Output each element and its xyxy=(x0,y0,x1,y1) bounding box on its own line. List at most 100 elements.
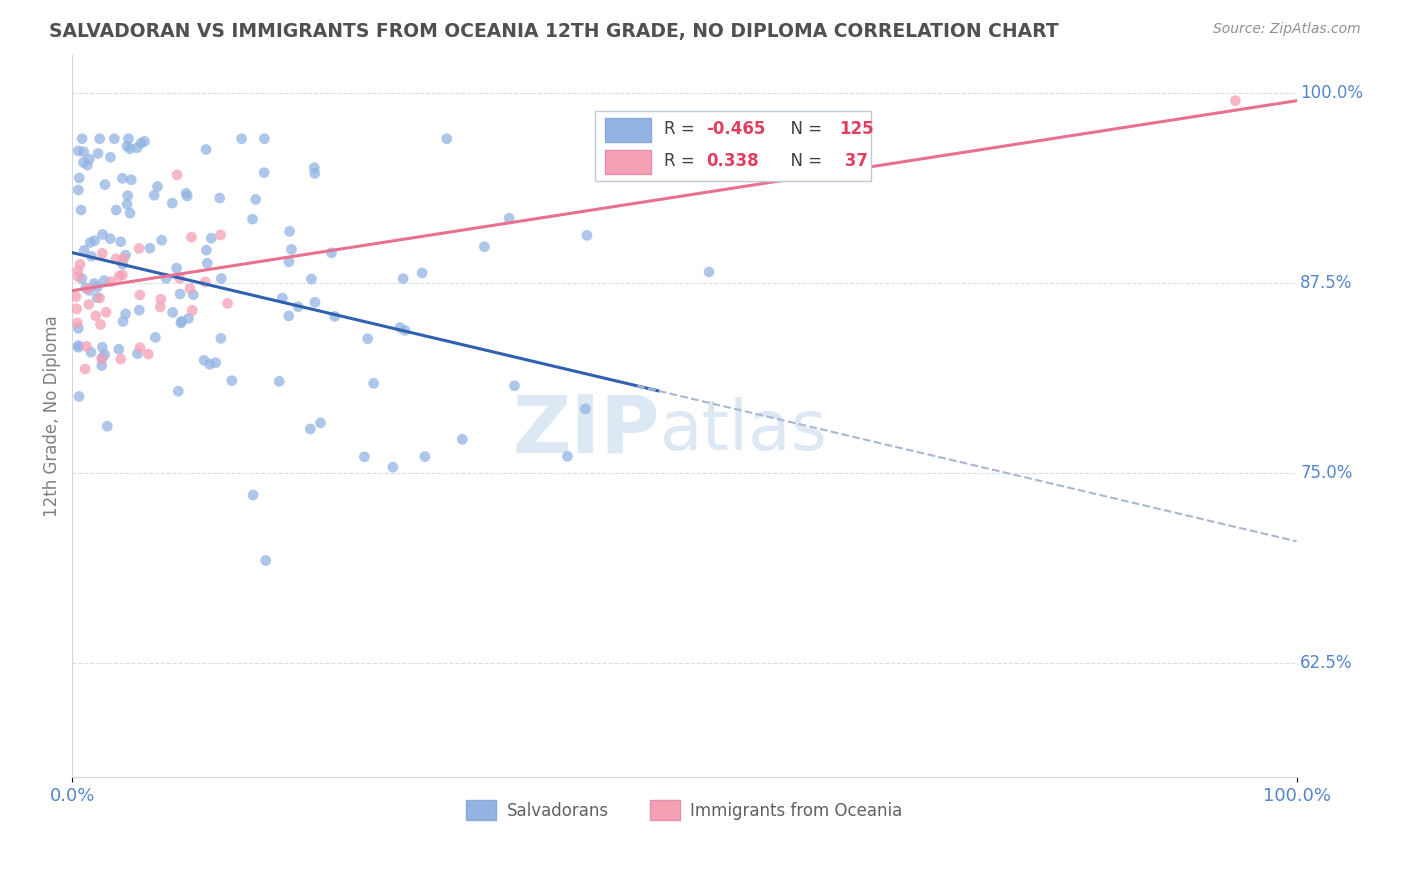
Point xyxy=(304,161,326,175)
Text: -0.465: -0.465 xyxy=(706,120,766,138)
Point xyxy=(96,419,118,434)
Point xyxy=(394,323,416,337)
Point xyxy=(94,305,117,319)
Point xyxy=(353,450,375,464)
Point xyxy=(111,268,134,282)
FancyBboxPatch shape xyxy=(595,111,870,181)
Y-axis label: 12th Grade, No Diploma: 12th Grade, No Diploma xyxy=(44,315,60,516)
Point xyxy=(209,227,232,242)
Point xyxy=(111,171,134,186)
Point xyxy=(174,186,197,201)
Point xyxy=(89,318,111,332)
Point xyxy=(100,150,122,164)
Text: N =: N = xyxy=(780,120,827,138)
Text: 62.5%: 62.5% xyxy=(1301,654,1353,672)
Point xyxy=(146,179,169,194)
Point xyxy=(65,289,87,303)
Point xyxy=(67,321,90,335)
Text: Source: ZipAtlas.com: Source: ZipAtlas.com xyxy=(1213,22,1361,37)
Point xyxy=(1225,94,1247,108)
Text: R =: R = xyxy=(664,120,700,138)
Point xyxy=(181,303,204,318)
Point xyxy=(139,241,162,255)
Point xyxy=(269,375,291,389)
Point xyxy=(117,132,139,146)
Point xyxy=(162,196,184,211)
Point xyxy=(75,339,97,353)
Point xyxy=(72,145,94,159)
Point xyxy=(91,340,114,354)
Point xyxy=(388,320,411,334)
Point xyxy=(134,135,156,149)
Point xyxy=(321,245,343,260)
Point xyxy=(86,291,108,305)
Point xyxy=(150,233,173,247)
Point xyxy=(70,271,93,285)
Point xyxy=(80,345,103,359)
Point xyxy=(127,347,149,361)
Point xyxy=(245,193,267,207)
Text: 37: 37 xyxy=(839,153,868,170)
Text: 100.0%: 100.0% xyxy=(1301,84,1364,102)
Point xyxy=(697,265,720,279)
Text: 87.5%: 87.5% xyxy=(1301,274,1353,292)
Point xyxy=(90,359,112,373)
Point xyxy=(66,264,89,278)
Point xyxy=(208,191,231,205)
Point xyxy=(299,422,322,436)
Point xyxy=(83,234,105,248)
Point xyxy=(83,277,105,291)
Text: N =: N = xyxy=(780,153,827,170)
Legend: Salvadorans, Immigrants from Oceania: Salvadorans, Immigrants from Oceania xyxy=(460,794,910,826)
Point xyxy=(575,228,598,243)
Point xyxy=(193,353,215,368)
Point xyxy=(474,240,496,254)
Point xyxy=(129,136,152,150)
Point xyxy=(118,142,141,156)
Point xyxy=(80,249,103,263)
Point xyxy=(436,132,458,146)
Point xyxy=(94,178,117,192)
Point xyxy=(117,188,139,202)
Point xyxy=(195,256,218,270)
Point xyxy=(271,291,294,305)
Point xyxy=(198,357,221,371)
Point xyxy=(254,553,277,567)
Point xyxy=(155,271,177,285)
Point xyxy=(108,269,131,284)
Point xyxy=(195,143,218,157)
Point xyxy=(136,347,159,361)
Point xyxy=(90,352,112,367)
Point xyxy=(84,309,107,323)
Point xyxy=(77,284,100,298)
Point xyxy=(278,255,301,269)
Point xyxy=(67,269,90,284)
Point xyxy=(304,166,326,180)
Point xyxy=(115,139,138,153)
Point xyxy=(381,460,404,475)
Point xyxy=(103,132,125,146)
Point xyxy=(105,203,128,218)
Point xyxy=(94,348,117,362)
Point xyxy=(76,158,98,172)
Point xyxy=(143,188,166,202)
Point xyxy=(194,275,217,289)
Point xyxy=(221,374,243,388)
Point xyxy=(125,141,148,155)
Point xyxy=(114,248,136,262)
Point xyxy=(75,362,97,376)
Point xyxy=(167,384,190,399)
Point xyxy=(89,291,111,305)
Point xyxy=(181,287,204,301)
Point xyxy=(277,309,299,323)
Point xyxy=(166,168,188,182)
Point xyxy=(129,341,152,355)
Point xyxy=(111,314,134,328)
Point xyxy=(180,230,202,244)
Point xyxy=(253,166,276,180)
Point xyxy=(73,244,96,258)
Point xyxy=(176,189,198,203)
FancyBboxPatch shape xyxy=(605,118,651,143)
Point xyxy=(67,183,90,197)
Point xyxy=(77,282,100,296)
